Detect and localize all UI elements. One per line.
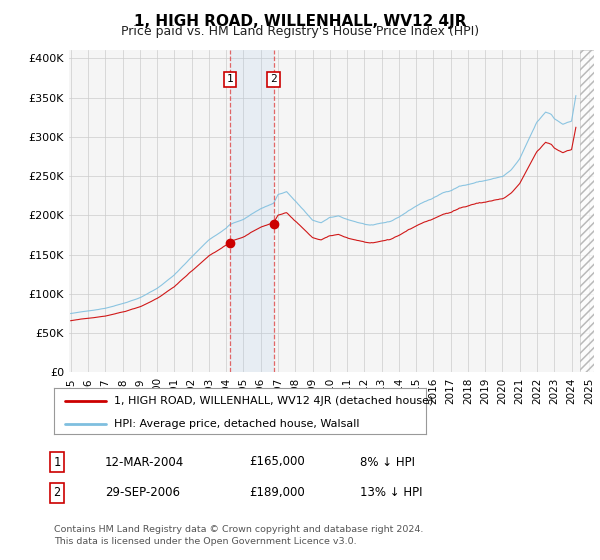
Text: 12-MAR-2004: 12-MAR-2004 xyxy=(105,455,184,469)
Text: Price paid vs. HM Land Registry's House Price Index (HPI): Price paid vs. HM Land Registry's House … xyxy=(121,25,479,38)
Text: 2: 2 xyxy=(270,74,277,85)
Text: 1: 1 xyxy=(226,74,233,85)
Text: 1, HIGH ROAD, WILLENHALL, WV12 4JR (detached house): 1, HIGH ROAD, WILLENHALL, WV12 4JR (deta… xyxy=(113,396,433,406)
Bar xyxy=(580,50,594,372)
Text: 1: 1 xyxy=(53,455,61,469)
Bar xyxy=(580,50,594,372)
Bar xyxy=(580,50,594,372)
Text: 29-SEP-2006: 29-SEP-2006 xyxy=(105,486,180,500)
Text: HPI: Average price, detached house, Walsall: HPI: Average price, detached house, Wals… xyxy=(113,419,359,429)
Bar xyxy=(230,50,274,372)
Text: 1, HIGH ROAD, WILLENHALL, WV12 4JR: 1, HIGH ROAD, WILLENHALL, WV12 4JR xyxy=(134,14,466,29)
Text: £165,000: £165,000 xyxy=(249,455,305,469)
Text: Contains HM Land Registry data © Crown copyright and database right 2024.
This d: Contains HM Land Registry data © Crown c… xyxy=(54,525,424,546)
Text: 13% ↓ HPI: 13% ↓ HPI xyxy=(360,486,422,500)
Text: 2: 2 xyxy=(53,486,61,500)
Text: 8% ↓ HPI: 8% ↓ HPI xyxy=(360,455,415,469)
Text: £189,000: £189,000 xyxy=(249,486,305,500)
